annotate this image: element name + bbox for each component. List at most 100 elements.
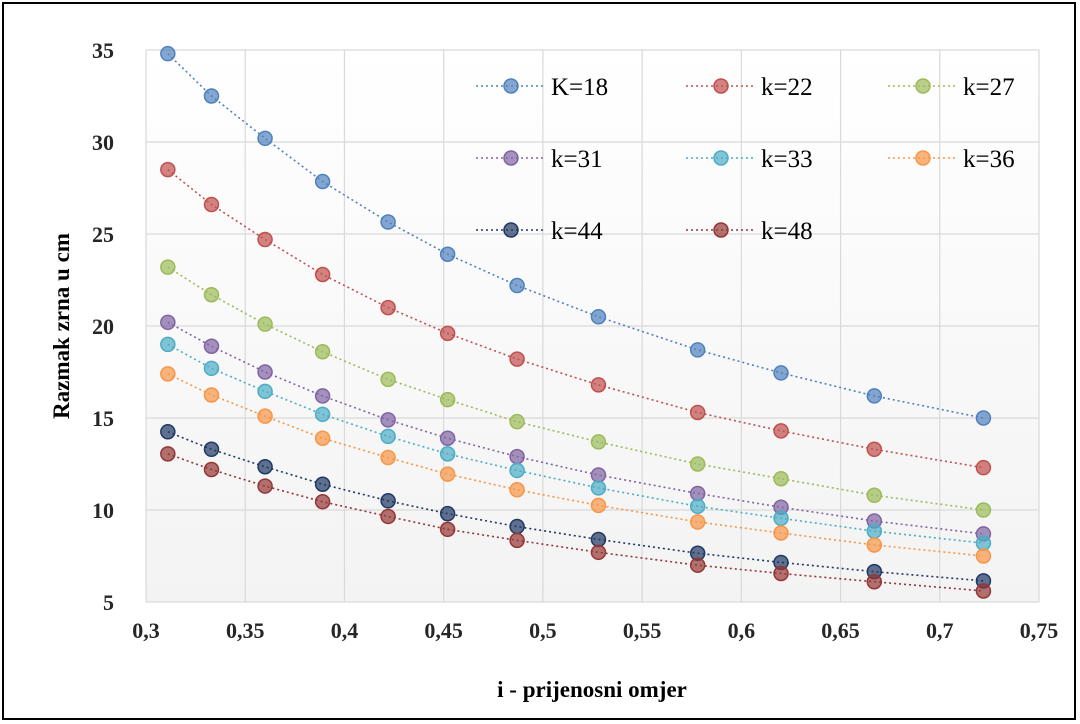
x-tick-label: 0,4 — [331, 618, 359, 643]
data-point — [509, 518, 525, 535]
legend-label: k=44 — [551, 218, 603, 245]
y-tick-label: 5 — [103, 590, 114, 615]
data-point — [689, 404, 706, 421]
data-point — [160, 161, 176, 178]
data-point — [380, 449, 396, 466]
data-point — [439, 505, 456, 522]
data-point — [314, 493, 331, 510]
data-point — [866, 574, 883, 590]
data-point — [590, 377, 607, 393]
data-point — [509, 277, 525, 294]
data-point — [314, 388, 331, 404]
legend-item: k=31 — [476, 146, 603, 173]
data-point — [689, 456, 706, 472]
series-line — [167, 373, 984, 557]
series-5 — [160, 366, 992, 564]
data-point — [203, 387, 220, 403]
data-point — [203, 196, 220, 213]
legend-marker — [503, 78, 519, 94]
x-tick-label: 0,55 — [623, 618, 662, 643]
data-point — [773, 510, 789, 527]
data-point — [160, 314, 176, 331]
data-point — [509, 532, 525, 549]
legend-label: k=31 — [551, 146, 603, 173]
legend-marker — [503, 222, 519, 238]
x-tick-label: 0,5 — [529, 618, 557, 643]
y-tick-label: 20 — [92, 314, 114, 339]
data-point — [203, 88, 220, 104]
data-point — [590, 434, 607, 450]
legend-label: k=48 — [761, 218, 813, 245]
data-point — [160, 336, 176, 353]
data-point — [257, 316, 273, 332]
legend: K=18 k=22 k=27 k=31 k=33 k=36 k=44 k=48 — [476, 74, 1015, 245]
legend-label: K=18 — [551, 74, 608, 101]
legend-item: k=27 — [888, 74, 1015, 101]
data-point — [380, 299, 396, 316]
series-1 — [160, 161, 992, 476]
data-point — [160, 366, 176, 382]
data-point — [380, 508, 396, 525]
legend-item: k=22 — [686, 74, 813, 101]
data-point — [314, 406, 331, 423]
data-point — [257, 364, 273, 380]
series-4 — [160, 336, 992, 551]
data-point — [257, 383, 273, 400]
data-point — [975, 535, 992, 551]
data-point — [160, 45, 176, 62]
data-point — [160, 446, 176, 462]
series-line — [167, 343, 984, 544]
x-tick-label: 0,65 — [821, 618, 860, 643]
data-point — [975, 410, 992, 426]
legend-item: k=48 — [686, 218, 813, 245]
data-point — [509, 351, 525, 367]
x-tick-label: 0,75 — [1020, 618, 1059, 643]
legend-item: k=33 — [686, 146, 813, 173]
data-point — [975, 583, 992, 599]
x-tick-label: 0,3 — [132, 618, 160, 643]
y-tick-labels: 5 10 15 20 25 30 35 — [92, 38, 114, 615]
data-point — [203, 360, 220, 377]
data-point — [975, 459, 992, 476]
y-tick-label: 35 — [92, 38, 114, 63]
data-point — [439, 466, 456, 482]
data-point — [689, 498, 706, 515]
data-point — [314, 476, 331, 492]
data-point — [689, 485, 706, 502]
data-point — [314, 173, 331, 190]
x-tick-label: 0,45 — [424, 618, 463, 643]
data-point — [439, 430, 456, 446]
data-point — [380, 371, 396, 388]
data-point — [689, 557, 706, 573]
data-point — [866, 537, 883, 553]
series-line — [167, 53, 984, 419]
series-0 — [160, 45, 992, 426]
legend-marker — [713, 222, 729, 238]
data-point — [160, 259, 176, 275]
data-point — [203, 338, 220, 354]
series-line — [167, 453, 984, 592]
data-point — [509, 413, 525, 430]
data-point — [773, 365, 789, 381]
legend-marker — [713, 150, 729, 166]
legend-marker — [503, 150, 519, 166]
data-point — [203, 286, 220, 303]
data-point — [380, 428, 396, 445]
data-point — [689, 342, 706, 358]
legend-marker — [915, 150, 931, 166]
y-tick-label: 10 — [92, 498, 114, 523]
data-point — [257, 231, 273, 248]
data-point — [314, 266, 331, 283]
data-point — [590, 309, 607, 325]
data-point — [314, 344, 331, 360]
legend-label: k=36 — [963, 146, 1015, 173]
data-point — [975, 502, 992, 518]
data-point — [439, 521, 456, 538]
x-tick-label: 0,6 — [728, 618, 756, 643]
data-point — [380, 493, 396, 509]
data-point — [773, 470, 789, 487]
legend-item: k=36 — [888, 146, 1015, 173]
data-point — [257, 130, 273, 147]
series-line — [167, 266, 984, 511]
